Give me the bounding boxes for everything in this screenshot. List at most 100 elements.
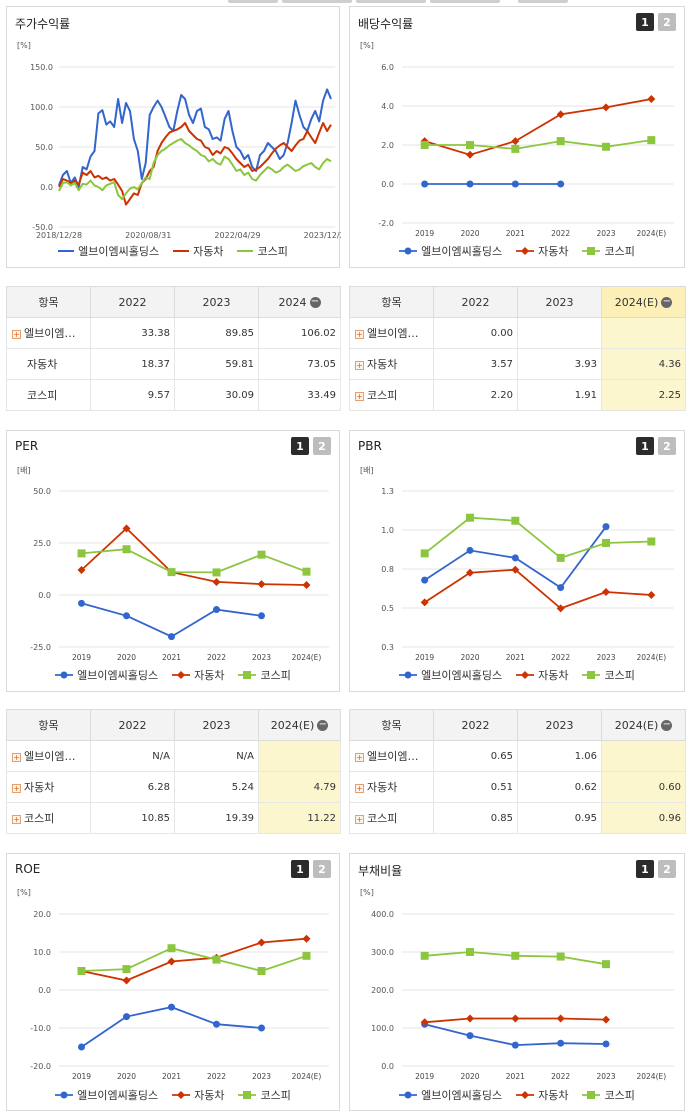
point-ebm xyxy=(404,1091,412,1099)
table-cell: 1.06 xyxy=(517,740,602,772)
y-tick-label: 400.0 xyxy=(371,910,394,919)
y-tick-label: 0.0 xyxy=(381,180,394,189)
point-auto xyxy=(511,565,520,574)
dividend-yield-panel: 배당수익률 1 2 [%] 6.0 4.0 2.0 0.0 -2.0 2019 2020 20… xyxy=(349,6,685,268)
table-cell: 106.02 xyxy=(258,317,341,349)
expand-plus-icon[interactable]: + xyxy=(355,783,364,793)
point-auto xyxy=(521,247,530,255)
table-cell: 4.79 xyxy=(258,771,341,803)
x-tick-label: 2021 xyxy=(162,653,181,662)
point-kospi xyxy=(647,136,656,145)
x-tick-label: 2020 xyxy=(117,653,136,662)
x-tick-label: 2024(E) xyxy=(636,229,666,238)
point-ebm xyxy=(421,576,429,584)
col-header-2022: 2022 xyxy=(90,286,175,318)
table-cell: 2.20 xyxy=(433,379,518,411)
series-line-auto xyxy=(58,122,332,206)
table-cell: 0.65 xyxy=(433,740,518,772)
tab-1[interactable]: 1 xyxy=(636,860,654,878)
tab-1[interactable]: 1 xyxy=(636,13,654,31)
collapse-icon[interactable]: − xyxy=(317,719,329,731)
point-ebm xyxy=(258,1024,265,1032)
expand-plus-icon[interactable]: + xyxy=(355,814,364,824)
point-auto xyxy=(122,524,131,533)
y-unit: [배] xyxy=(17,466,31,475)
series-line-auto xyxy=(424,98,652,156)
collapse-icon[interactable]: − xyxy=(661,296,673,308)
point-ebm xyxy=(258,612,265,620)
col-header-2024: 2024− xyxy=(258,286,341,318)
point-auto xyxy=(466,568,474,577)
table-cell: 3.57 xyxy=(433,348,518,380)
row-name: + 자동차 xyxy=(349,771,434,803)
table-row: + 엘브이엠… N/A N/A xyxy=(6,740,341,772)
table-cell: 0.96 xyxy=(601,802,686,834)
point-kospi xyxy=(257,967,266,975)
row-name: + 엘브이엠… xyxy=(349,740,434,772)
point-ebm xyxy=(213,606,220,614)
tab-2[interactable]: 2 xyxy=(658,437,676,455)
table-cell: 5.24 xyxy=(174,771,259,803)
collapse-icon[interactable]: − xyxy=(661,719,673,731)
point-kospi xyxy=(556,553,565,562)
point-kospi xyxy=(587,1091,596,1099)
point-auto xyxy=(521,671,530,679)
legend-kospi: 코스피 xyxy=(582,667,635,683)
col-header-item: 항목 xyxy=(349,709,434,741)
x-tick-label: 2023 xyxy=(596,1072,615,1081)
point-ebm xyxy=(511,554,519,562)
expand-plus-icon[interactable]: + xyxy=(12,814,21,824)
expand-plus-icon[interactable]: + xyxy=(12,329,21,339)
tab-1[interactable]: 1 xyxy=(291,860,309,878)
y-tick-label: 50.0 xyxy=(33,487,51,496)
y-tick-label: 25.0 xyxy=(33,539,51,548)
point-kospi xyxy=(212,568,221,577)
point-auto xyxy=(302,581,311,590)
pbr-table: 항목 2022 2023 2024(E) − + 엘브이엠… 0.65 1.06 + 자동차… xyxy=(349,709,686,834)
expand-plus-icon[interactable]: + xyxy=(355,329,364,339)
row-name: + 코스피 xyxy=(6,802,91,834)
debt-ratio-panel: 부채비율 1 2 [%] 400.0 300.0 200.0 100.0 0.0 2019… xyxy=(349,853,685,1111)
expand-plus-icon[interactable]: + xyxy=(355,360,364,370)
tab-2[interactable]: 2 xyxy=(313,437,331,455)
tab-2[interactable]: 2 xyxy=(658,13,676,31)
point-kospi xyxy=(243,671,252,679)
table-row: + 엘브이엠… 0.00 xyxy=(349,317,686,349)
chart-tabs: 1 2 xyxy=(291,860,331,878)
col-header-2024e: 2024(E) − xyxy=(601,709,686,741)
chart-legend: 엘브이엠씨홀딩스 자동차 코스피 xyxy=(7,667,339,683)
top-tab-stub xyxy=(282,0,352,3)
legend-ebm: 엘브이엠씨홀딩스 xyxy=(58,245,160,258)
y-tick-label: 1.0 xyxy=(381,526,394,535)
x-tick-label: 2021 xyxy=(506,1072,525,1081)
table-cell: 30.09 xyxy=(174,379,259,411)
point-kospi xyxy=(602,539,610,547)
expand-plus-icon[interactable]: + xyxy=(355,752,364,762)
col-header-2022: 2022 xyxy=(433,286,518,318)
top-tab-stub xyxy=(228,0,278,3)
x-tick-label: 2024(E) xyxy=(292,1072,322,1081)
chart-tabs: 1 2 xyxy=(636,437,676,455)
col-header-item: 항목 xyxy=(6,286,91,318)
series-line-auto xyxy=(81,937,307,982)
tab-2[interactable]: 2 xyxy=(313,860,331,878)
expand-plus-icon[interactable]: + xyxy=(12,752,21,762)
collapse-icon[interactable]: − xyxy=(309,296,321,308)
expand-plus-icon[interactable]: + xyxy=(12,783,21,793)
table-cell: N/A xyxy=(174,740,259,772)
expand-plus-icon[interactable]: + xyxy=(355,391,364,401)
y-unit: [%] xyxy=(17,888,31,897)
tab-1[interactable]: 1 xyxy=(636,437,654,455)
row-name: + 엘브이엠… xyxy=(349,317,434,349)
series-line-kospi xyxy=(424,516,652,559)
tab-2[interactable]: 2 xyxy=(658,860,676,878)
point-ebm xyxy=(511,1041,519,1049)
point-kospi xyxy=(466,948,474,956)
legend-kospi: 코스피 xyxy=(237,245,288,258)
row-name: + 엘브이엠… xyxy=(6,740,91,772)
roe-panel: ROE 1 2 [%] 20.0 10.0 0.0 -10.0 -20.0 2019 202… xyxy=(6,853,340,1111)
tab-1[interactable]: 1 xyxy=(291,437,309,455)
y-tick-label: 20.0 xyxy=(33,910,51,919)
x-tick-label: 2022 xyxy=(551,229,570,238)
x-tick-label: 2024(E) xyxy=(636,653,666,662)
